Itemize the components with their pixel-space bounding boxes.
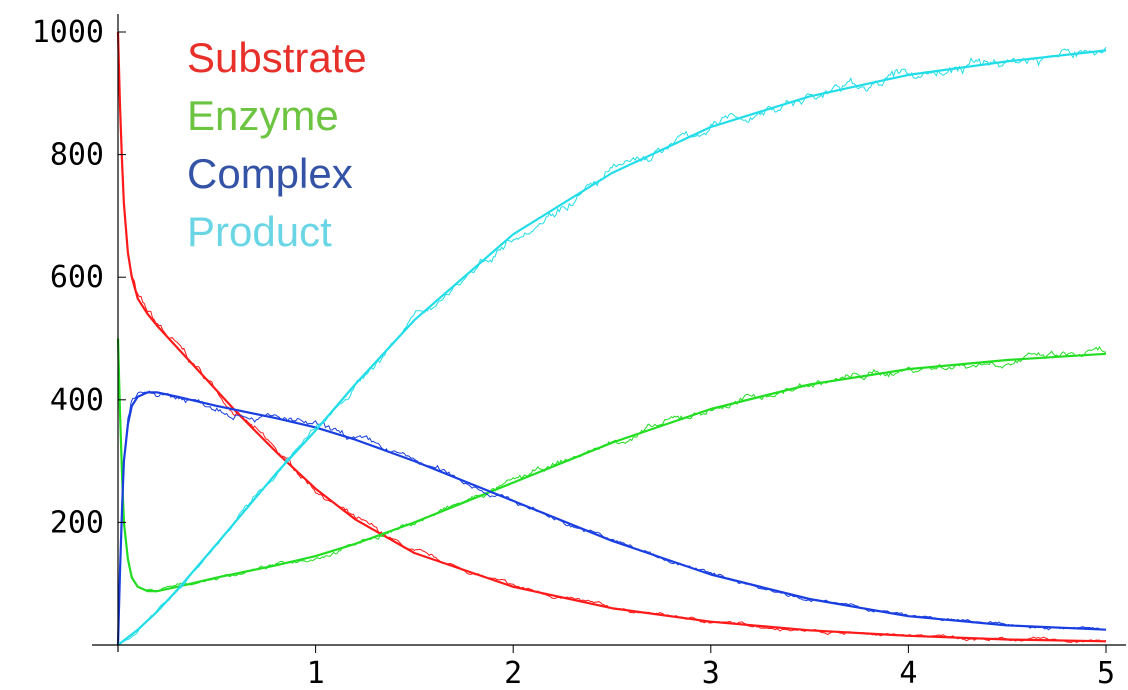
x-tick-label: 3 xyxy=(702,656,720,690)
plot-lines xyxy=(116,31,1107,646)
series-noise-enzyme xyxy=(117,337,1107,593)
y-tick-label: 400 xyxy=(50,383,104,418)
x-tick-label: 5 xyxy=(1097,656,1115,690)
legend-label-complex: Complex xyxy=(187,150,353,197)
x-ticks: 1 2 3 4 5 xyxy=(307,645,1115,690)
y-tick-label: 200 xyxy=(50,505,104,540)
x-tick-label: 4 xyxy=(899,656,917,690)
x-tick-label: 2 xyxy=(504,656,522,690)
series-line-product xyxy=(117,49,1107,646)
x-tick-label: 1 xyxy=(307,656,325,690)
legend-label-enzyme: Enzyme xyxy=(187,92,339,139)
legend-label-substrate: Substrate xyxy=(187,34,367,81)
series-line-enzyme xyxy=(116,338,1107,593)
y-tick-label: 600 xyxy=(50,260,104,295)
y-ticks: 200 400 600 800 1000 xyxy=(32,15,126,540)
y-tick-label: 1000 xyxy=(32,15,104,50)
series-noise-complex xyxy=(117,390,1106,645)
y-tick-label: 800 xyxy=(50,138,104,173)
series-noise-substrate xyxy=(117,33,1107,643)
legend-label-product: Product xyxy=(187,208,332,255)
series-noise-product xyxy=(117,46,1107,646)
legend: Substrate Enzyme Complex Product xyxy=(187,34,367,255)
